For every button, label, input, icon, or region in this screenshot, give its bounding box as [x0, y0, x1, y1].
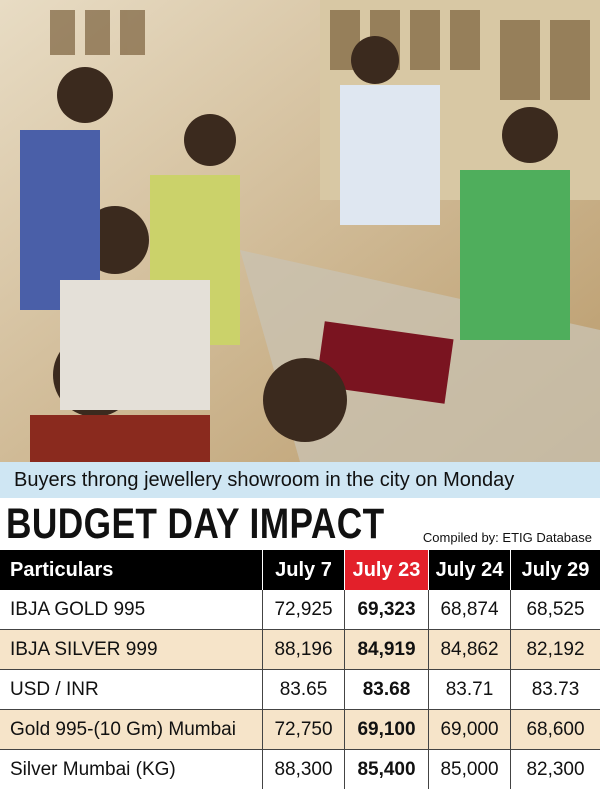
value-cell: 83.71 — [428, 670, 510, 709]
credit: Compiled by: ETIG Database — [422, 530, 592, 545]
value-cell: 84,862 — [428, 630, 510, 669]
title: BUDGET DAY IMPACT — [6, 500, 385, 548]
value-cell: 68,525 — [510, 590, 600, 629]
photo — [0, 0, 600, 462]
value-cell: 83.68 — [344, 670, 428, 709]
table-row: USD / INR 83.65 83.68 83.71 83.73 — [0, 670, 600, 710]
label-cell: Silver Mumbai (KG) — [10, 759, 176, 780]
value-cell: 85,400 — [344, 750, 428, 789]
value-cell: 72,750 — [262, 710, 344, 749]
header-cell: July 7 — [262, 550, 344, 590]
value-cell: 85,000 — [428, 750, 510, 789]
table-row: IBJA GOLD 995 72,925 69,323 68,874 68,525 — [0, 590, 600, 630]
value-cell: 88,196 — [262, 630, 344, 669]
value-cell: 82,192 — [510, 630, 600, 669]
value-cell: 69,100 — [344, 710, 428, 749]
header-cell: July 29 — [510, 550, 600, 590]
label-cell: USD / INR — [10, 678, 99, 700]
table-row: IBJA SILVER 999 88,196 84,919 84,862 82,192 — [0, 630, 600, 670]
header-cell: July 24 — [428, 550, 510, 590]
value-cell: 88,300 — [262, 750, 344, 789]
value-cell: 69,323 — [344, 590, 428, 629]
value-cell: 83.73 — [510, 670, 600, 709]
photo-caption: Buyers throng jewellery showroom in the … — [0, 462, 600, 498]
header-cell: July 23 — [344, 550, 428, 590]
table-row: Gold 995-(10 Gm) Mumbai 72,750 69,100 69,00… — [0, 710, 600, 750]
label-cell: IBJA GOLD 995 — [10, 598, 146, 620]
label-cell: IBJA SILVER 999 — [10, 638, 158, 660]
value-cell: 68,600 — [510, 710, 600, 749]
value-cell: 68,874 — [428, 590, 510, 629]
header-cell: Particulars — [10, 558, 114, 581]
table-row: Silver Mumbai (KG) 88,300 85,400 85,000 82,3… — [0, 750, 600, 789]
value-cell: 82,300 — [510, 750, 600, 789]
value-cell: 72,925 — [262, 590, 344, 629]
value-cell: 69,000 — [428, 710, 510, 749]
value-cell: 83.65 — [262, 670, 344, 709]
table: Particulars July 7 July 23 July 24 July 29 IB… — [0, 550, 600, 789]
value-cell: 84,919 — [344, 630, 428, 669]
table-header: Particulars July 7 July 23 July 24 July 29 — [0, 550, 600, 590]
label-cell: Gold 995-(10 Gm) Mumbai — [10, 718, 236, 740]
